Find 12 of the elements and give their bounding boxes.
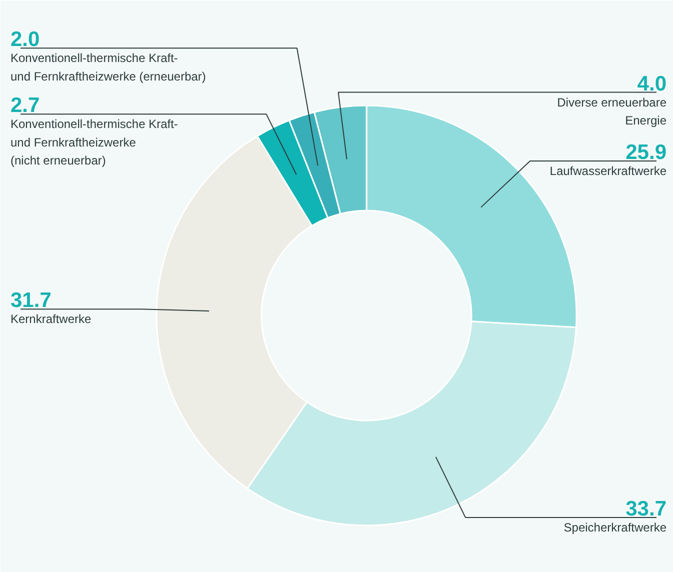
slice-label: Konventionell-thermische Kraft- und Fernkraftheizwerke (erneuerbar) — [10, 51, 206, 84]
data-label: 4.0 — [637, 72, 667, 96]
data-label: 31.7 — [10, 289, 52, 312]
slice-label: Laufwasserkraftwerke — [550, 164, 667, 178]
data-label: 25.9 — [626, 140, 667, 164]
slice-label: Speicherkraftwerke — [564, 520, 667, 535]
slice-label: Kernkraftwerke — [10, 312, 92, 326]
data-label: 33.7 — [626, 498, 667, 521]
slice-label: Konventionell-thermische Kraft- und Fernkraftheizwerke (nicht erneuerbar) — [10, 117, 178, 168]
slice-label: Diverse erneuerbare Energie — [557, 95, 667, 128]
data-label: 2.7 — [10, 94, 40, 118]
data-label: 2.0 — [10, 28, 40, 52]
